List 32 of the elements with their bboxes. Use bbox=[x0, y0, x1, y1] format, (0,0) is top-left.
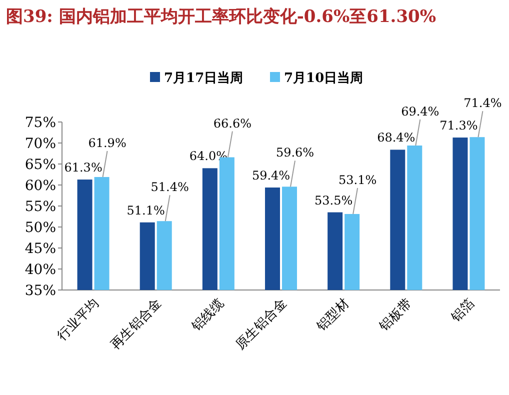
data-label: 61.3% bbox=[64, 160, 102, 175]
y-tick-label: 45% bbox=[24, 241, 56, 257]
data-label: 69.4% bbox=[401, 104, 440, 119]
y-tick-label: 35% bbox=[24, 283, 56, 299]
data-label: 51.4% bbox=[150, 180, 189, 194]
y-tick-label: 50% bbox=[24, 220, 56, 236]
data-label: 53.1% bbox=[338, 172, 377, 187]
x-tick-label: 铝型材 bbox=[314, 296, 352, 336]
data-label: 53.5% bbox=[314, 193, 353, 208]
y-tick-label: 75% bbox=[24, 115, 56, 131]
y-tick-label: 65% bbox=[24, 157, 56, 173]
x-tick-label: 铝板带 bbox=[376, 296, 415, 336]
chart-title: 图39: 国内铝加工平均开工率环比变化-0.6%至61.30% bbox=[6, 7, 436, 27]
data-label: 66.6% bbox=[213, 116, 252, 130]
y-tick-label: 70% bbox=[24, 136, 56, 152]
x-tick-label: 行业平均 bbox=[54, 296, 102, 344]
data-label: 71.3% bbox=[440, 118, 478, 133]
legend-label: 7月10日当周 bbox=[284, 71, 364, 86]
x-tick-label: 铝线缆 bbox=[188, 296, 228, 336]
data-label: 51.1% bbox=[126, 203, 165, 218]
data-label: 68.4% bbox=[377, 130, 416, 145]
y-tick-label: 55% bbox=[24, 199, 56, 215]
x-tick-label: 原生铝合金 bbox=[233, 296, 290, 353]
data-label: 59.6% bbox=[276, 146, 314, 160]
data-label: 61.9% bbox=[88, 136, 126, 150]
data-label: 71.4% bbox=[464, 96, 502, 110]
data-label: 59.4% bbox=[252, 168, 290, 183]
x-tick-label: 铝箔 bbox=[448, 296, 478, 326]
y-tick-label: 40% bbox=[24, 262, 56, 278]
x-tick-label: 再生铝合金 bbox=[108, 296, 165, 353]
y-tick-label: 60% bbox=[24, 178, 56, 194]
legend-label: 7月17日当周 bbox=[164, 71, 244, 86]
